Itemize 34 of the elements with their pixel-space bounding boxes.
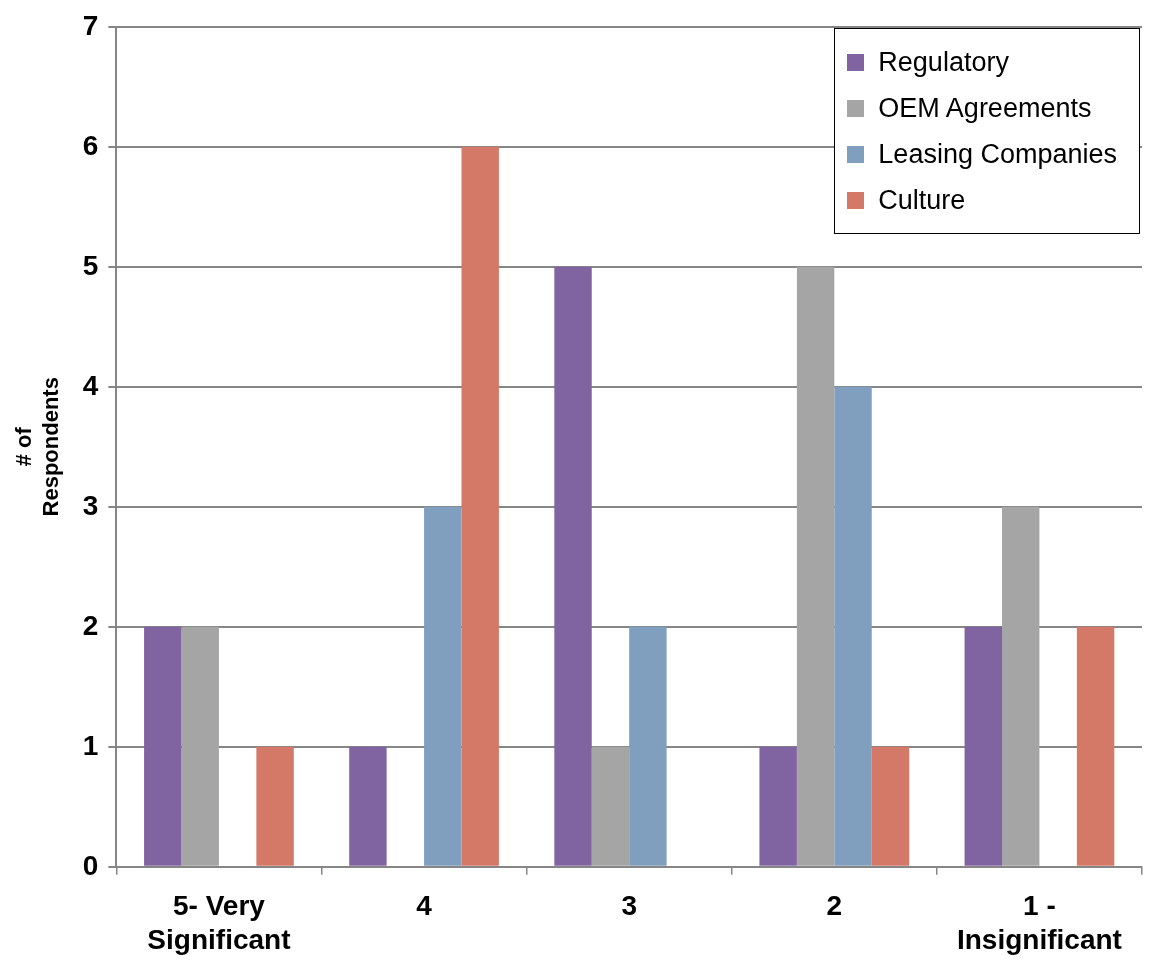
x-tick-label: 2 <box>826 890 843 922</box>
y-tick-label: 4 <box>82 369 99 401</box>
x-tick-label: 1 - Insignificant <box>956 890 1122 955</box>
legend-label: Regulatory <box>878 46 1009 79</box>
y-tick-label: 0 <box>82 849 99 881</box>
bar <box>964 626 1002 866</box>
y-tick-label: 1 <box>82 729 99 761</box>
bar <box>629 626 667 866</box>
y-tick-label: 3 <box>82 489 99 521</box>
bar <box>796 266 835 866</box>
bar <box>871 746 910 866</box>
bar <box>144 626 182 866</box>
bar <box>349 746 387 866</box>
y-axis-title: # of Respondents <box>11 377 63 517</box>
y-tick-label: 7 <box>82 9 99 41</box>
legend-label: Culture <box>878 184 966 217</box>
bar <box>461 146 499 866</box>
bar <box>759 746 797 866</box>
bar <box>591 746 630 866</box>
bar <box>834 386 872 866</box>
y-tick-label: 2 <box>82 609 99 641</box>
x-tick-label: 4 <box>416 890 433 922</box>
bar <box>424 506 462 866</box>
x-tick-label: 5- Very Significant <box>147 890 291 955</box>
legend-label: Leasing Companies <box>878 138 1117 171</box>
x-tick-label: 3 <box>621 890 637 922</box>
bar <box>554 266 592 866</box>
bar <box>181 626 219 866</box>
bar <box>1076 626 1115 866</box>
bar <box>1002 506 1040 866</box>
y-tick-label: 5 <box>82 249 99 281</box>
bar <box>256 746 294 866</box>
legend-label: OEM Agreements <box>878 92 1092 125</box>
y-tick-label: 6 <box>82 129 99 161</box>
